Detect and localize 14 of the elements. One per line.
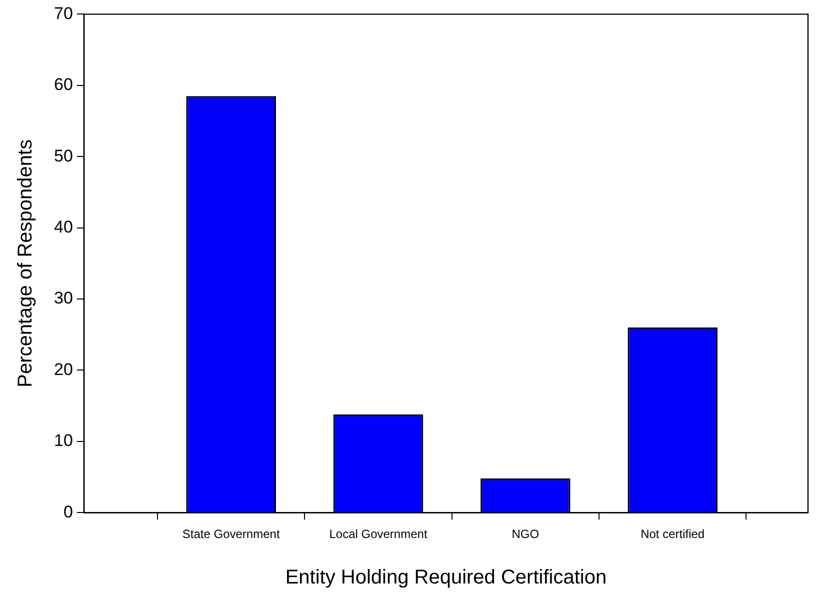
x-axis-title: Entity Holding Required Certification	[285, 566, 607, 589]
y-tick-label: 20	[54, 360, 73, 379]
y-tick-label: 10	[54, 431, 73, 450]
y-tick-label: 0	[63, 502, 73, 522]
x-tick-label: Local Government	[329, 527, 428, 542]
x-tick-label: NGO	[512, 527, 540, 542]
y-tick-label: 30	[54, 288, 73, 308]
y-axis-title: Percentage of Respondents	[14, 139, 37, 388]
y-tick-label: 40	[54, 217, 73, 236]
x-tick-label: Not certified	[640, 527, 705, 542]
y-tick-label: 60	[54, 75, 73, 94]
x-tick-label: State Government	[182, 527, 280, 542]
y-tick-label: 50	[54, 146, 73, 166]
y-tick-label: 70	[54, 4, 73, 23]
